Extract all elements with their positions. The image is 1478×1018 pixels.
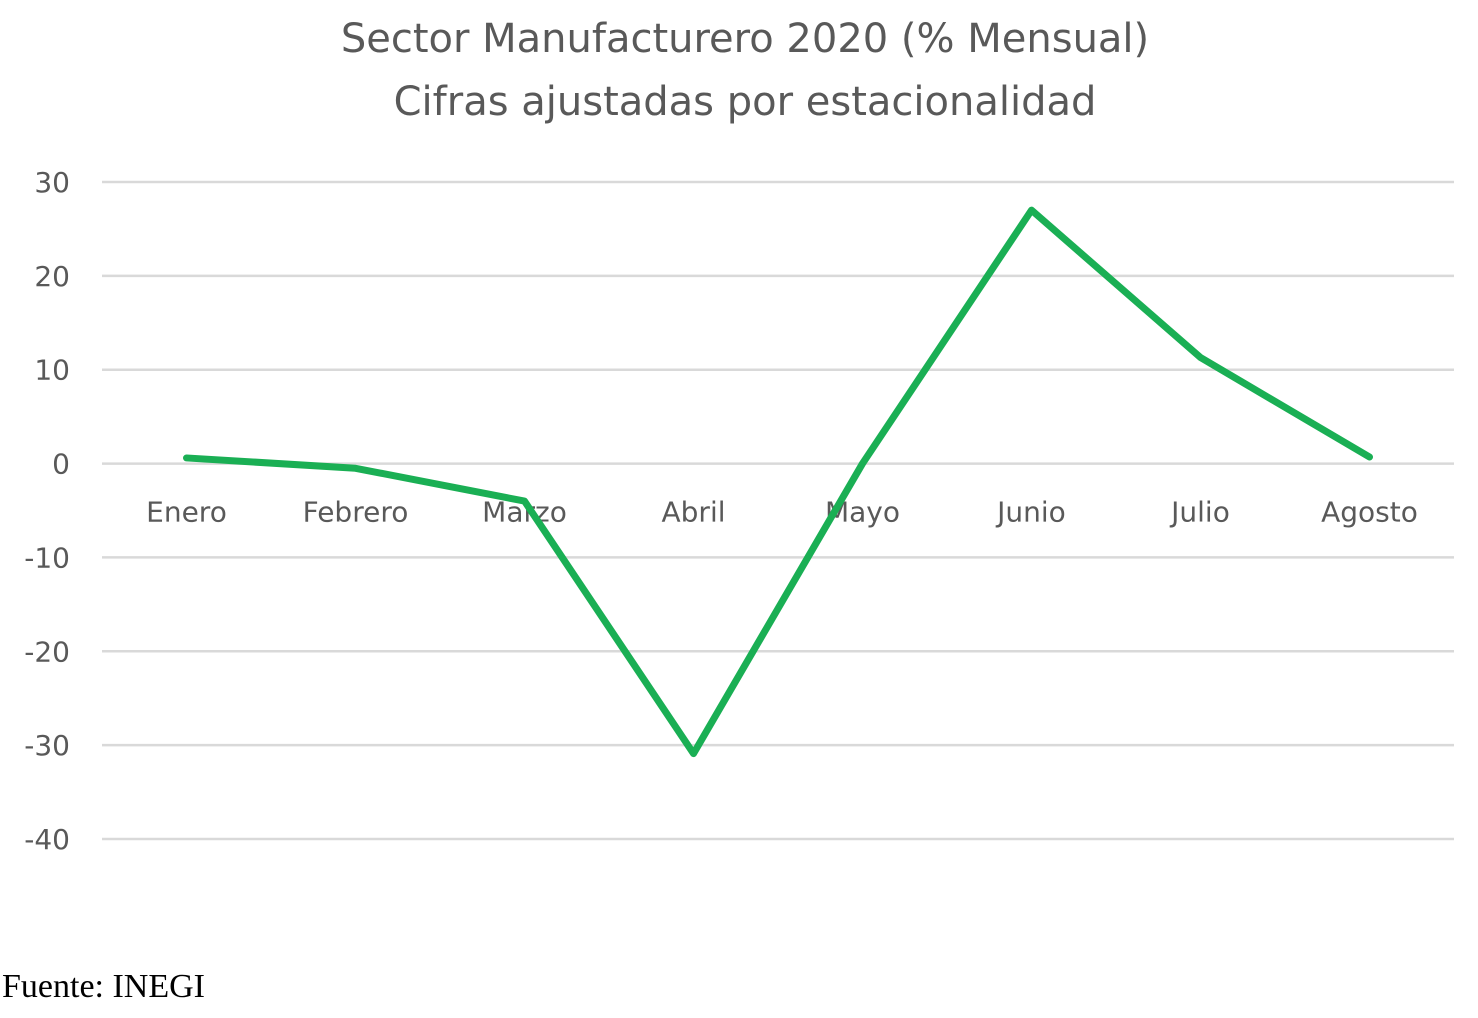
series-layer bbox=[183, 206, 1373, 758]
line-chart: Sector Manufacturero 2020 (% Mensual) Ci… bbox=[24, 16, 1454, 856]
chart-title: Sector Manufacturero 2020 (% Mensual) bbox=[341, 16, 1149, 62]
y-tick-label: -10 bbox=[24, 541, 70, 574]
y-axis-ticks: 30 20 10 0 -10 -20 -30 -40 bbox=[24, 166, 70, 856]
series-line bbox=[183, 206, 1373, 758]
chart-subtitle: Cifras ajustadas por estacionalidad bbox=[394, 79, 1097, 125]
y-tick-label: -30 bbox=[24, 729, 70, 762]
y-tick-label: -40 bbox=[24, 823, 70, 856]
x-axis-categories: Enero Febrero Marzo Abril Mayo Junio Julio Agos… bbox=[146, 496, 1418, 529]
x-category-label: Junio bbox=[995, 496, 1066, 529]
x-category-label: Julio bbox=[1169, 496, 1230, 529]
x-category-label: Enero bbox=[146, 496, 227, 529]
y-tick-label: 20 bbox=[34, 260, 70, 293]
y-tick-label: 30 bbox=[34, 166, 70, 199]
x-category-label: Febrero bbox=[303, 496, 409, 529]
x-category-label: Agosto bbox=[1321, 496, 1418, 529]
y-tick-label: -20 bbox=[24, 635, 70, 668]
y-tick-label: 0 bbox=[52, 448, 70, 481]
x-category-label: Abril bbox=[662, 496, 726, 529]
y-tick-label: 10 bbox=[34, 354, 70, 387]
source-note: Fuente: INEGI bbox=[2, 968, 206, 1005]
